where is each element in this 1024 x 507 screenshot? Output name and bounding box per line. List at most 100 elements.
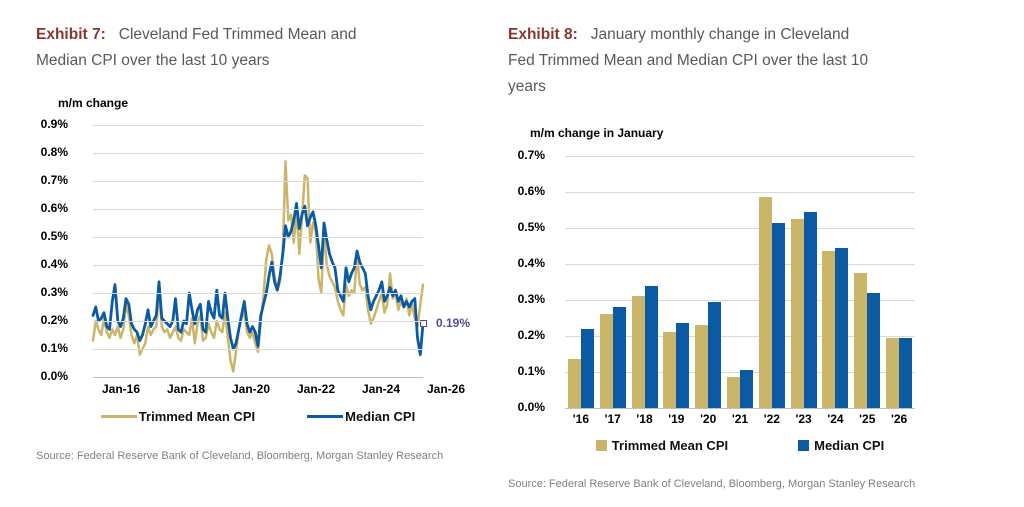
exhibit-7-y-axis: 0.9% 0.8% 0.7% 0.6% 0.5% 0.4% 0.3% 0.2% 0.1% 0.0% — [36, 117, 68, 383]
legend-item-trimmed-mean: Trimmed Mean CPI — [595, 438, 729, 453]
x-tick-label: '22 — [763, 412, 780, 426]
gridline — [93, 181, 423, 182]
x-tick-label: '26 — [890, 412, 908, 426]
y-tick-label: 0.1% — [517, 364, 545, 378]
x-tick-label: Jan-18 — [166, 382, 206, 396]
gridline — [565, 300, 915, 301]
x-tick-label: Jan-24 — [361, 382, 401, 396]
legend-label: Median CPI — [345, 409, 416, 424]
x-tick-label: '17 — [604, 412, 621, 426]
median-line-swatch-icon — [307, 415, 344, 418]
x-tick-label: Jan-20 — [231, 382, 271, 396]
bar-trimmed-mean — [695, 325, 709, 408]
y-tick-label: 0.7% — [517, 148, 545, 162]
legend-item-median: Median CPI — [307, 409, 415, 424]
exhibit-7-source: Source: Federal Reserve Bank of Clevelan… — [36, 450, 444, 462]
exhibit-8-legend: Trimmed Mean CPI Median CPI — [548, 438, 932, 453]
gridline — [565, 192, 915, 193]
trimmed-mean-square-swatch-icon — [595, 440, 607, 451]
y-tick-label: 0.2% — [517, 328, 545, 342]
trimmed-mean-line-swatch-icon — [100, 415, 137, 418]
bar-trimmed-mean — [822, 251, 836, 408]
legend-item-trimmed-mean: Trimmed Mean CPI — [100, 409, 256, 424]
exhibit-7-axis-title: m/m change — [58, 96, 129, 110]
bar-trimmed-mean — [758, 197, 772, 408]
bar-median — [644, 285, 658, 408]
x-tick-label: '25 — [859, 412, 876, 426]
exhibit-8-source: Source: Federal Reserve Bank of Clevelan… — [508, 478, 916, 490]
y-tick-label: 0.8% — [40, 145, 68, 159]
legend-label: Trimmed Mean CPI — [138, 409, 256, 424]
gridline — [93, 209, 423, 210]
bar-median — [867, 292, 881, 408]
exhibit-7-legend: Trimmed Mean CPI Median CPI — [76, 409, 440, 424]
y-tick-label: 0.9% — [40, 117, 68, 131]
exhibit-7-line-chart — [91, 160, 425, 373]
bar-median — [708, 301, 722, 408]
exhibit-8-x-axis: '16 '17 '18 '19 '20 '21 '22 '23 '24 '25 '26 — [565, 412, 915, 428]
y-tick-label: 0.5% — [40, 229, 68, 243]
bar-trimmed-mean — [567, 359, 581, 408]
end-value-label: 0.19% — [436, 315, 471, 330]
bar-trimmed-mean — [886, 337, 900, 408]
x-tick-label: Jan-16 — [101, 382, 141, 396]
x-tick-label: '16 — [572, 412, 590, 426]
bar-median — [899, 337, 913, 408]
gridline — [93, 125, 423, 126]
exhibit-8-title: Exhibit 8: January monthly change in Clev… — [508, 22, 994, 100]
gridline — [93, 237, 423, 238]
exhibit-8-title-line1: Exhibit 8: January monthly change in Clev… — [508, 22, 994, 48]
x-tick-label: '18 — [636, 412, 653, 426]
y-tick-label: 0.3% — [517, 292, 545, 306]
bar-trimmed-mean — [599, 314, 613, 408]
gridline — [565, 408, 915, 409]
bar-trimmed-mean — [663, 332, 677, 408]
bar-trimmed-mean — [790, 219, 804, 408]
exhibit-7-panel: Exhibit 7: Cleveland Fed Trimmed Mean and… — [36, 22, 498, 492]
x-tick-label: '20 — [700, 412, 717, 426]
bar-median — [835, 247, 849, 408]
bar-median — [740, 370, 753, 408]
legend-label: Trimmed Mean CPI — [611, 438, 729, 453]
y-tick-label: 0.0% — [517, 400, 545, 414]
exhibit-7-x-axis: Jan-16 Jan-18 Jan-20 Jan-22 Jan-24 Jan-26 — [93, 382, 465, 398]
median-square-swatch-icon — [798, 440, 810, 451]
gridline — [93, 265, 423, 266]
trimmed-mean-cpi-line — [91, 160, 425, 373]
exhibit-8-title-text1: January monthly change in Cleveland — [590, 26, 850, 43]
gridline — [565, 156, 915, 157]
exhibit-7-plot-area: 0.19% — [91, 125, 470, 378]
bar-trimmed-mean — [854, 273, 868, 408]
exhibit-8-plot-area — [565, 156, 915, 409]
bar-median — [580, 328, 594, 408]
legend-label: Median CPI — [814, 438, 885, 453]
y-tick-label: 0.6% — [40, 201, 68, 215]
y-tick-label: 0.6% — [517, 184, 545, 198]
bar-median — [771, 222, 785, 408]
bar-median — [676, 323, 690, 408]
y-tick-label: 0.2% — [40, 313, 68, 327]
gridline — [93, 377, 423, 378]
gridline — [93, 153, 423, 154]
gridline — [565, 264, 915, 265]
x-tick-label: '21 — [731, 412, 749, 426]
exhibit-7-title-text1: Cleveland Fed Trimmed Mean and — [118, 26, 357, 43]
bar-median — [612, 307, 626, 408]
y-tick-label: 0.3% — [40, 285, 68, 299]
exhibit-8-label: Exhibit 8: — [508, 26, 578, 43]
y-tick-label: 0.4% — [517, 256, 545, 270]
exhibit-7-title: Exhibit 7: Cleveland Fed Trimmed Mean and… — [36, 22, 498, 74]
exhibit-8-y-axis: 0.7% 0.6% 0.5% 0.4% 0.3% 0.2% 0.1% 0.0% — [513, 148, 545, 414]
y-tick-label: 0.4% — [40, 257, 68, 271]
exhibit-8-axis-title: m/m change in January — [530, 126, 664, 140]
exhibit-7-title-line1: Exhibit 7: Cleveland Fed Trimmed Mean and — [36, 22, 498, 48]
exhibit-8-title-line3: years — [508, 78, 546, 95]
y-tick-label: 0.7% — [40, 173, 68, 187]
x-tick-label: '23 — [795, 412, 812, 426]
bar-trimmed-mean — [631, 296, 645, 408]
y-tick-label: 0.1% — [40, 341, 68, 355]
bar-median — [803, 211, 817, 408]
x-tick-label: Jan-26 — [426, 382, 466, 396]
gridline — [93, 321, 423, 322]
